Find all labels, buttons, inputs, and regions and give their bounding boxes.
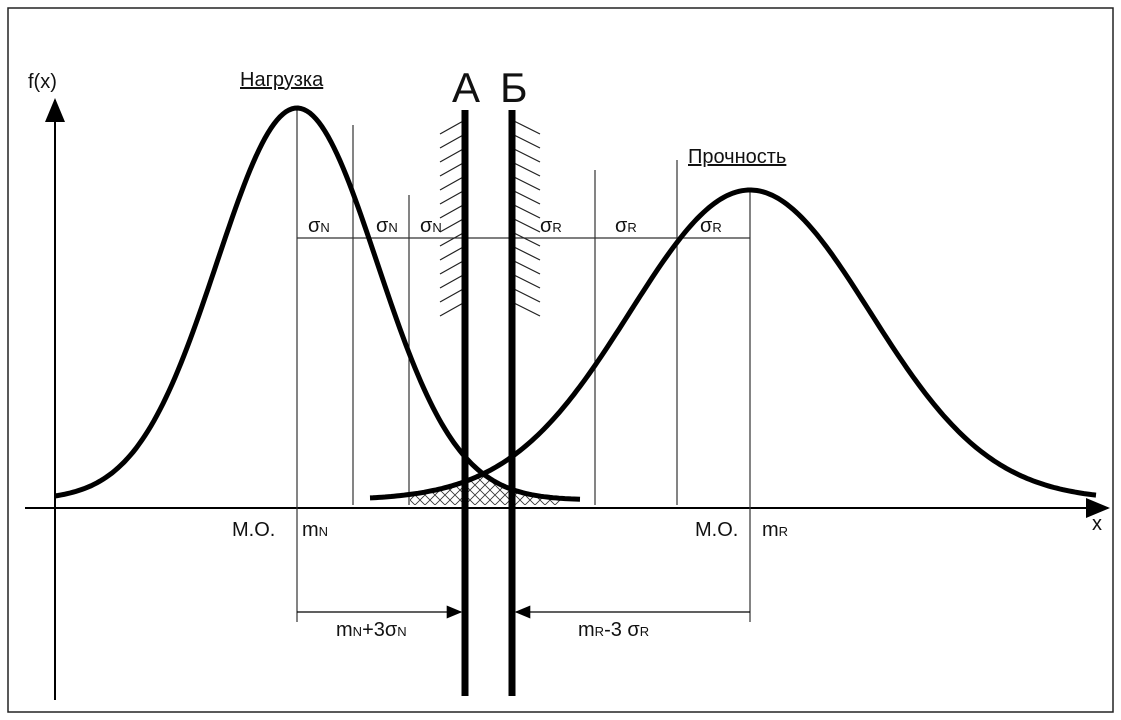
hatch-line: [439, 189, 466, 205]
hatch-line: [439, 231, 466, 247]
y-axis-label: f(x): [28, 71, 57, 93]
hatch-line: [439, 287, 466, 303]
hatch-line: [439, 245, 466, 261]
boundary-a-label: А: [452, 64, 480, 111]
mean-label: М.О.: [232, 519, 275, 541]
failure-area: [410, 474, 560, 505]
sigma-n-label: σN: [376, 215, 398, 237]
hatch-line: [511, 147, 541, 163]
hatch-line: [439, 175, 466, 191]
hatch-line: [439, 259, 466, 275]
mean-label: М.О.: [695, 519, 738, 541]
hatch-line: [511, 231, 541, 247]
mean-symbol: mN: [302, 519, 328, 541]
hatch-line: [511, 217, 541, 233]
dim-label-strength: mR-3 σR: [578, 619, 649, 641]
load-label: Нагрузка: [240, 69, 324, 91]
hatch-line: [511, 245, 541, 261]
hatch-line: [439, 273, 466, 289]
hatch-line: [511, 189, 541, 205]
hatch-line: [439, 217, 466, 233]
sigma-r-label: σR: [700, 215, 722, 237]
frame: [7, 7, 1114, 713]
hatch-line: [511, 259, 541, 275]
boundary-hatching: [439, 119, 541, 317]
hatch-line: [511, 119, 541, 135]
x-axis-label: x: [1092, 513, 1102, 535]
dim-label-load: mN+3σN: [336, 619, 407, 641]
sigma-n-label: σN: [420, 215, 442, 237]
sigma-r-label: σR: [540, 215, 562, 237]
load-curve: [54, 105, 581, 502]
hatch-line: [439, 133, 466, 149]
hatch-line: [511, 287, 541, 303]
hatch-line: [439, 119, 466, 135]
sigma-r-label: σR: [615, 215, 637, 237]
hatch-line: [439, 161, 466, 177]
hatch-line: [511, 175, 541, 191]
hatch-line: [511, 273, 541, 289]
hatch-line: [439, 203, 466, 219]
hatch-line: [439, 147, 466, 163]
hatch-line: [511, 161, 541, 177]
boundary-b-label: Б: [500, 64, 528, 111]
guide-lines: [296, 108, 751, 622]
strength-label: Прочность: [688, 146, 786, 168]
hatch-line: [511, 203, 541, 219]
hatch-line: [439, 301, 466, 317]
hatch-line: [511, 301, 541, 317]
strength-curve: [369, 187, 1097, 501]
mean-symbol: mR: [762, 519, 788, 541]
hatch-line: [511, 133, 541, 149]
sigma-n-label: σN: [308, 215, 330, 237]
